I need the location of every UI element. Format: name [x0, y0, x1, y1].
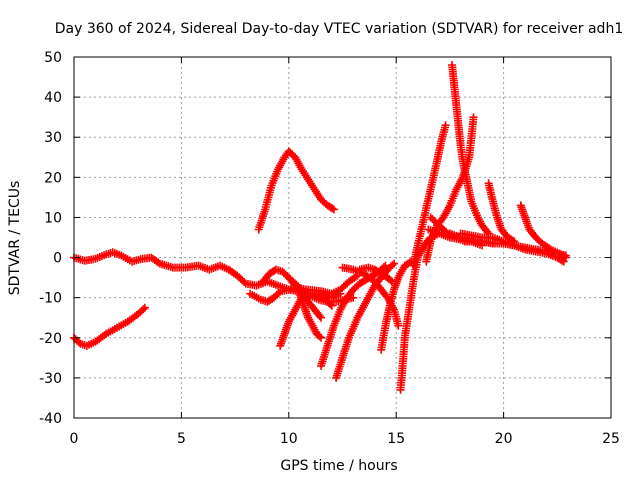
data-point [388, 261, 397, 270]
data-point [140, 303, 149, 312]
y-tick-label: 40 [44, 90, 62, 106]
data-point [139, 305, 148, 314]
data-point [469, 113, 478, 122]
series-s15 [409, 121, 450, 270]
series-s8 [295, 289, 325, 342]
data-point [328, 204, 337, 213]
x-tick-label: 15 [387, 431, 405, 447]
data-point [329, 205, 338, 214]
data-point [154, 258, 163, 267]
data-marks [70, 61, 570, 394]
x-tick-label: 0 [70, 431, 79, 447]
series-s12 [355, 263, 396, 286]
series-s13 [377, 257, 416, 354]
series-s20 [484, 179, 519, 246]
y-tick-label: -30 [39, 371, 62, 387]
y-tick-label: 20 [44, 170, 62, 186]
y-tick-label: -40 [39, 411, 62, 427]
data-point [390, 259, 399, 268]
axes-ticks [73, 56, 612, 419]
x-tick-label: 10 [280, 431, 298, 447]
series-s22 [456, 229, 568, 266]
data-point [386, 276, 395, 285]
data-point [441, 121, 450, 130]
data-point [559, 257, 568, 266]
series-s3 [254, 147, 338, 234]
data-point [317, 333, 325, 342]
y-tick-labels: -40 -30 -20 -10 0 10 20 30 40 50 [39, 50, 62, 427]
data-point [483, 227, 492, 236]
x-tick-labels: 0 5 10 15 20 25 [70, 431, 620, 447]
data-point [315, 312, 324, 321]
series-s11 [338, 263, 403, 330]
y-tick-label: 50 [44, 50, 62, 66]
y-tick-label: -10 [39, 291, 62, 307]
series-s17 [448, 61, 493, 238]
y-axis-label: SDTVAR / TECUs [7, 181, 23, 296]
plot-frame [73, 56, 612, 419]
series-s14 [396, 229, 497, 394]
y-tick-label: 10 [44, 210, 62, 226]
data-point [315, 332, 324, 341]
series-s2 [70, 303, 149, 350]
x-tick-label: 5 [177, 431, 186, 447]
y-tick-label: 0 [53, 251, 62, 267]
y-tick-label: 30 [44, 130, 62, 146]
x-axis-label: GPS time / hours [280, 458, 397, 474]
chart-title: Day 360 of 2024, Sidereal Day-to-day VTE… [55, 21, 623, 37]
data-point [317, 313, 325, 322]
y-tick-label: -20 [39, 331, 62, 347]
x-tick-label: 25 [602, 431, 620, 447]
x-tick-label: 20 [495, 431, 513, 447]
data-point [558, 256, 567, 265]
data-point [394, 321, 403, 330]
